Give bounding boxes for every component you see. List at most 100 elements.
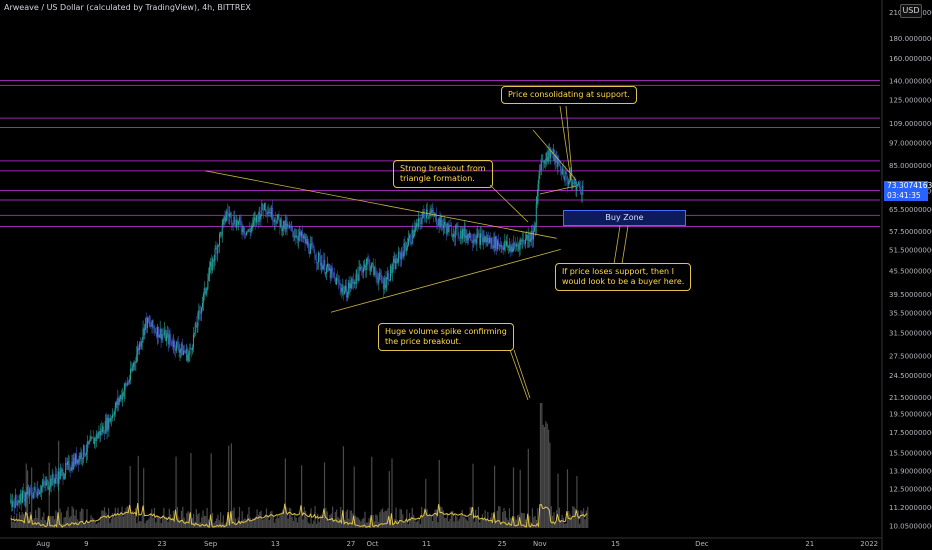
- candle-body: [451, 226, 453, 237]
- candle-body: [165, 334, 167, 341]
- volume-bar: [268, 519, 270, 528]
- candle-body: [108, 418, 110, 430]
- annotation-volume-spike[interactable]: Huge volume spike confirming the price b…: [378, 323, 514, 351]
- candle-body: [183, 350, 185, 355]
- volume-bar: [318, 521, 320, 528]
- candle-body: [336, 277, 338, 285]
- volume-bar: [541, 403, 543, 528]
- volume-bar: [253, 518, 255, 528]
- candle-body: [89, 440, 91, 442]
- candle-body: [82, 458, 84, 459]
- candle-body: [309, 251, 311, 254]
- candle-body: [307, 241, 309, 245]
- y-tick-label: 85.00000000: [889, 162, 932, 170]
- candle-body: [71, 461, 73, 470]
- volume-bar: [342, 446, 345, 528]
- annotation-consolidating-text: Price consolidating at support.: [508, 90, 630, 99]
- volume-bar: [390, 522, 392, 528]
- annotation-breakout[interactable]: Strong breakout from triangle formation.: [393, 160, 493, 188]
- volume-bar: [249, 517, 251, 528]
- candle-body: [163, 334, 165, 336]
- volume-bar: [72, 508, 75, 528]
- volume-bar: [245, 519, 247, 528]
- volume-bar: [210, 453, 212, 528]
- candle-body: [394, 259, 396, 270]
- candle-body: [24, 499, 26, 502]
- y-tick-label: 27.50000000: [889, 352, 932, 360]
- candle-body: [15, 495, 17, 501]
- candle-body: [238, 217, 240, 222]
- candle-body: [137, 347, 139, 355]
- candle-body: [576, 185, 578, 192]
- volume-bar: [122, 516, 125, 528]
- volume-bar: [155, 522, 157, 528]
- last-price-value: 73.30741633: [887, 181, 932, 190]
- candle-body: [66, 461, 68, 466]
- candle-body: [245, 233, 247, 235]
- candle-body: [279, 218, 281, 228]
- volume-bar: [193, 513, 195, 528]
- candle-body: [277, 214, 279, 219]
- candle-body: [473, 240, 475, 241]
- volume-bar: [121, 506, 123, 528]
- candle-body: [177, 342, 179, 349]
- volume-bar: [163, 507, 165, 528]
- annotation-loses-support[interactable]: If price loses support, then I would loo…: [555, 263, 692, 291]
- candle-body: [436, 224, 438, 226]
- candle-body: [168, 334, 170, 344]
- candle-body: [557, 158, 559, 167]
- y-tick-label: 11.20000000: [889, 504, 932, 512]
- x-tick-label: 25: [498, 540, 507, 548]
- volume-bar: [178, 516, 180, 528]
- candle-body: [430, 212, 432, 213]
- volume-bar: [59, 508, 61, 528]
- candle-body: [101, 428, 103, 433]
- candle-body: [546, 152, 548, 162]
- candle-body: [491, 238, 493, 247]
- volume-bar: [37, 507, 39, 528]
- volume-bar: [283, 511, 285, 528]
- volume-bar: [128, 509, 130, 528]
- currency-badge[interactable]: USD: [900, 4, 922, 18]
- volume-bar: [327, 521, 330, 528]
- candle-body: [57, 472, 59, 484]
- candle-body: [35, 489, 37, 495]
- volume-bar: [364, 511, 366, 528]
- volume-bar: [311, 523, 313, 528]
- candle-body: [533, 227, 535, 232]
- volume-bar: [542, 424, 544, 528]
- candle-body: [555, 155, 557, 156]
- candle-body: [91, 437, 93, 438]
- candle-body: [18, 501, 20, 503]
- volume-bar: [495, 520, 497, 528]
- candle-body: [305, 238, 307, 244]
- volume-bar: [159, 518, 161, 528]
- candle-body: [428, 215, 430, 217]
- candle-body: [530, 238, 532, 240]
- candle-body: [377, 279, 379, 283]
- candle-body: [60, 469, 62, 472]
- candle-body: [417, 223, 419, 227]
- volume-bar: [368, 518, 370, 528]
- candle-body: [412, 229, 414, 238]
- candle-body: [444, 221, 446, 227]
- candle-body: [139, 342, 141, 347]
- volume-bar: [180, 510, 183, 528]
- volume-bar: [284, 458, 286, 528]
- candle-body: [126, 383, 128, 386]
- volume-bar: [114, 507, 116, 528]
- candle-body: [481, 234, 483, 243]
- candle-body: [142, 328, 144, 339]
- candle-body: [132, 366, 134, 368]
- buy-zone-box[interactable]: Buy Zone: [563, 210, 686, 226]
- candle-body: [43, 481, 45, 484]
- candle-body: [398, 251, 400, 263]
- candle-body: [396, 258, 398, 263]
- volume-bar: [286, 507, 288, 528]
- annotation-consolidating[interactable]: Price consolidating at support.: [501, 86, 637, 104]
- volume-bar: [545, 421, 547, 528]
- volume-bar: [275, 518, 277, 528]
- callout-buyzone-pointer: [613, 225, 621, 265]
- candle-body: [461, 229, 463, 240]
